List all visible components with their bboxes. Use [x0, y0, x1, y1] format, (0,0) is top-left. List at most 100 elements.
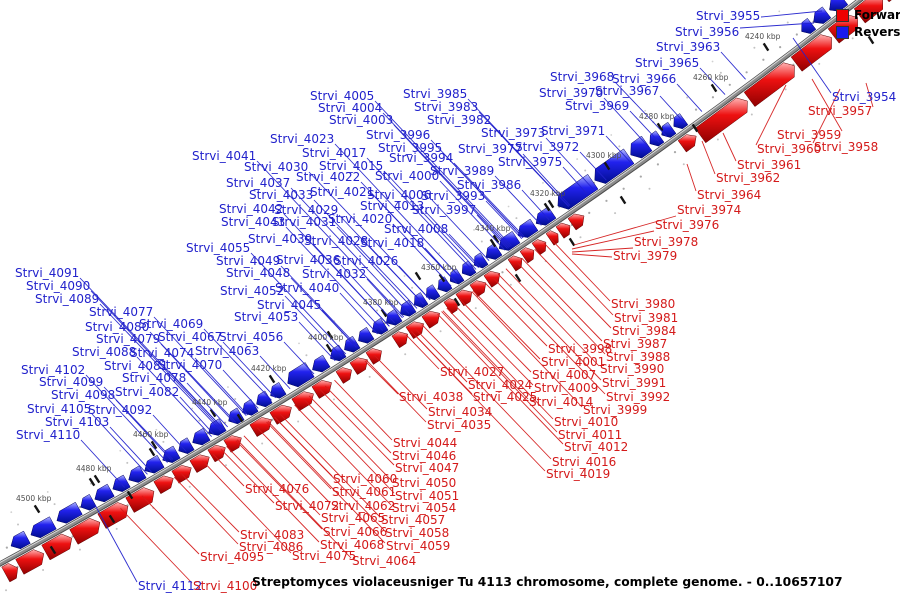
- gene-label: Strvi_4016: [552, 455, 617, 469]
- gene-label: Strvi_4074: [130, 346, 195, 360]
- gene-label: Strvi_4103: [45, 415, 110, 429]
- gene-arrow: [555, 222, 571, 239]
- scale-tick-label: 4260 kbp: [693, 73, 729, 82]
- gene-label: Strvi_4000: [375, 169, 440, 183]
- gene-label: Strvi_4012: [564, 440, 629, 454]
- scale-tick-label: 4340 kbp: [475, 224, 511, 233]
- gene-label: Strvi_4090: [26, 279, 91, 293]
- gene-label: Strvi_3982: [427, 113, 492, 127]
- label-leader-line: [173, 476, 239, 545]
- label-leader-line: [659, 95, 686, 125]
- gene-label: Strvi_4025: [473, 390, 538, 404]
- label-leader-line: [279, 413, 381, 518]
- gene-label: Strvi_3975: [498, 155, 563, 169]
- gene-arrow: [414, 292, 429, 309]
- gene-label: Strvi_4072: [275, 499, 340, 513]
- gene-label: Strvi_4076: [245, 482, 310, 496]
- gene-label: Strvi_3992: [606, 390, 671, 404]
- legend-forward: Forward: [836, 8, 900, 22]
- label-leader-line: [614, 81, 668, 138]
- gene-label: Strvi_3977: [458, 142, 523, 156]
- label-leader-line: [374, 100, 512, 247]
- gene-label: Strvi_4077: [89, 305, 154, 319]
- gene-label: Strvi_3987: [603, 337, 668, 351]
- gene-arrow: [344, 335, 361, 353]
- gene-arrow: [270, 382, 287, 399]
- gene-arrow: [455, 289, 473, 307]
- label-leader-line: [290, 187, 410, 314]
- label-leader-line: [168, 370, 224, 430]
- label-leader-line: [91, 413, 148, 475]
- label-leader-line: [160, 343, 235, 424]
- gene-arrow: [507, 255, 523, 272]
- label-leader-line: [414, 328, 468, 383]
- label-leader-line: [321, 309, 357, 348]
- gene-label: Strvi_3958: [814, 140, 879, 154]
- gene-label: Strvi_4099: [39, 375, 104, 389]
- chromosome-backbone: [0, 0, 864, 567]
- gene-label: Strvi_4095: [200, 550, 265, 564]
- label-leader-line: [421, 324, 552, 460]
- label-leader-line: [80, 439, 125, 488]
- gene-arrow: [69, 518, 101, 545]
- gene-label: Strvi_4057: [381, 513, 446, 527]
- gene-label: Strvi_4010: [554, 415, 619, 429]
- label-leader-line: [364, 360, 399, 395]
- legend-reverse-label: Reverse: [854, 25, 900, 39]
- gene-label: Strvi_3967: [595, 84, 660, 98]
- label-leader-line: [284, 295, 343, 357]
- gene-label: Strvi_3971: [541, 124, 606, 138]
- gene-label: Strvi_4032: [302, 267, 367, 281]
- label-leader-line: [603, 97, 651, 150]
- gene-label: Strvi_4069: [139, 317, 204, 331]
- gene-label: Strvi_4044: [393, 436, 458, 450]
- gene-arrow: [41, 533, 73, 561]
- gene-label: Strvi_3968: [550, 70, 615, 84]
- label-leader-line: [202, 460, 292, 554]
- gene-arrow: [630, 135, 653, 159]
- scale-tick-label: 4280 kbp: [639, 112, 675, 121]
- scale-tick-label: 4300 kbp: [586, 151, 622, 160]
- label-leader-line: [334, 379, 393, 441]
- label-leader-line: [446, 307, 554, 420]
- gene-arrow: [10, 530, 31, 550]
- gene-arrow: [162, 445, 181, 463]
- gene-arrow: [128, 465, 147, 483]
- gene-label: Strvi_3963: [656, 40, 721, 54]
- label-leader-line: [336, 226, 415, 311]
- gene-arrow: [125, 487, 155, 513]
- gene-label: Strvi_4112: [138, 579, 203, 593]
- label-leader-line: [222, 369, 259, 409]
- gene-label: Strvi_4070: [158, 358, 223, 372]
- gene-arrow: [594, 148, 635, 184]
- gene-label: Strvi_4064: [352, 554, 417, 568]
- scale-tick-label: 4380 kbp: [363, 298, 399, 307]
- gene-label: Strvi_4015: [319, 159, 384, 173]
- gene-label: Strvi_4018: [360, 236, 425, 250]
- gene-label: Strvi_3998: [548, 342, 613, 356]
- gene-arrow: [421, 310, 440, 329]
- gene-label: Strvi_4042: [219, 202, 284, 216]
- gene-arrow: [97, 502, 129, 529]
- gene-label: Strvi_3990: [600, 362, 665, 376]
- gene-arrow: [887, 0, 892, 3]
- gene-arrow: [661, 121, 677, 138]
- gene-label: Strvi_4060: [333, 472, 398, 486]
- label-leader-line: [85, 374, 168, 463]
- gene-label: Strvi_4047: [395, 461, 460, 475]
- gene-label: Strvi_3970: [539, 86, 604, 100]
- gene-label: Strvi_3991: [602, 376, 667, 390]
- label-leader-line: [491, 124, 570, 207]
- scale-tick-label: 4440 kbp: [192, 398, 228, 407]
- gene-arrow: [425, 284, 441, 301]
- gene-arrow: [677, 134, 697, 153]
- gene-arrow: [743, 62, 795, 107]
- label-leader-line: [212, 453, 245, 487]
- gene-arrow: [517, 218, 539, 238]
- gene-arrow: [56, 501, 83, 524]
- label-leader-line: [701, 140, 716, 175]
- gene-label: Strvi_4098: [51, 388, 116, 402]
- gene-label: Strvi_3984: [612, 324, 677, 338]
- label-leader-line: [439, 180, 506, 251]
